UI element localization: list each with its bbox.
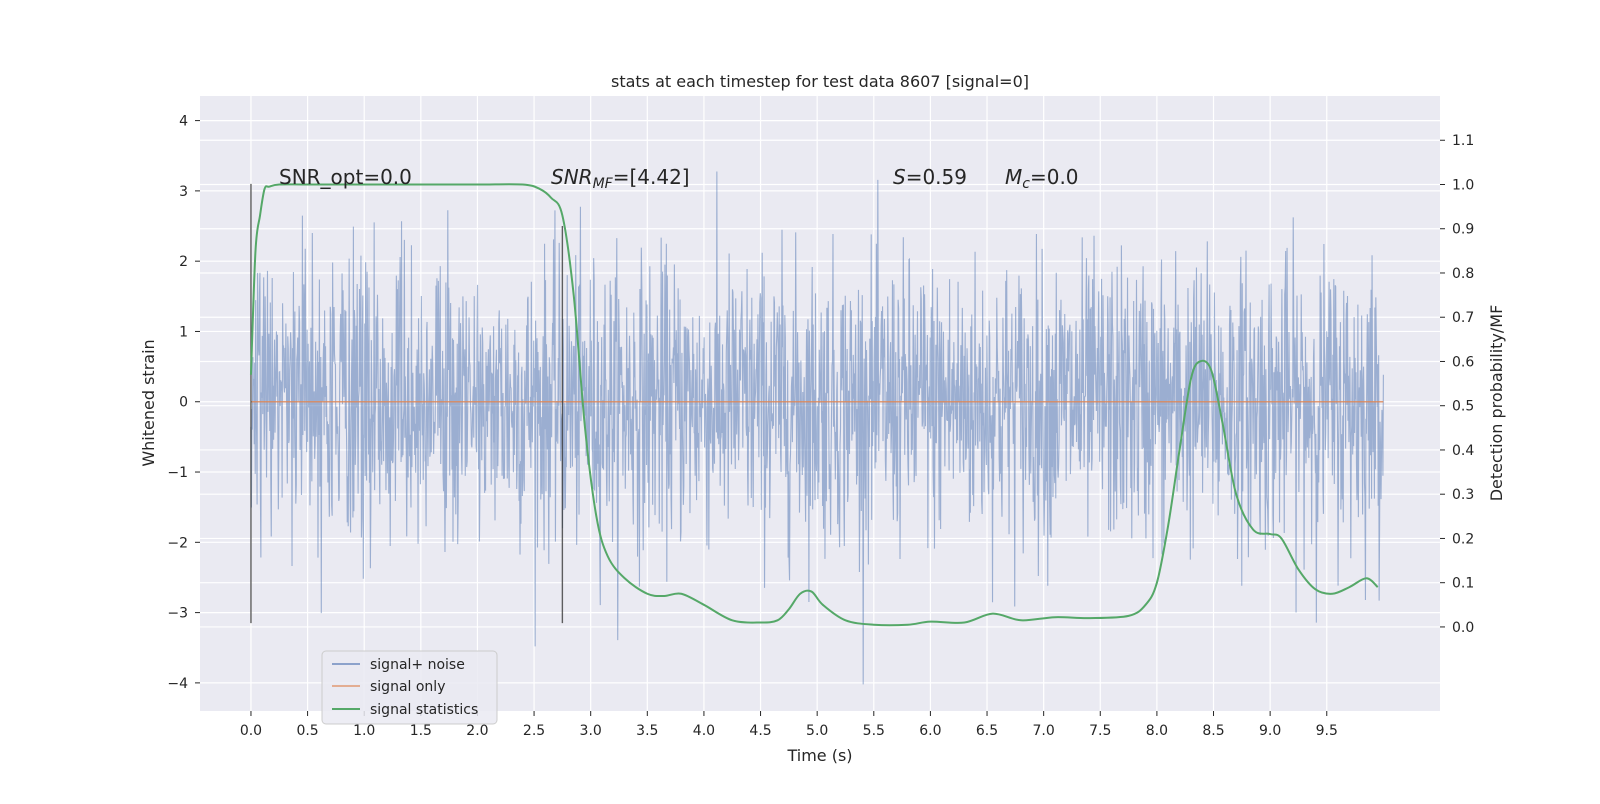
y2-tick-label: 0.3	[1452, 487, 1474, 503]
y-axis-label: Whitened strain	[139, 339, 158, 466]
y2-tick-label: 0.6	[1452, 354, 1474, 370]
y2-axis-ticks: 0.0 0.1 0.2 0.3 0.4 0.5 0.6 0.7 0.8 0.9 1.0 1.1	[1440, 133, 1474, 636]
x-tick-label: 7.0	[1033, 723, 1055, 739]
annotation-s: S=0.59	[893, 165, 967, 189]
x-tick-label: 4.5	[749, 723, 771, 739]
legend: signal+ noise signal only signal statist…	[321, 650, 498, 725]
y2-tick-label: 0.7	[1452, 310, 1474, 326]
signal-statistics-line	[249, 183, 1379, 627]
x-tick-label: 9.0	[1259, 723, 1281, 739]
annotation-snr-mf-value: =[4.42]	[613, 165, 690, 189]
annotation-mc-symbol: M	[1005, 165, 1022, 189]
x-tick-label: 8.5	[1202, 723, 1224, 739]
y-tick-label: 4	[179, 114, 188, 130]
annotation-snr-mf: SNRMF=[4.42]	[551, 165, 690, 192]
y2-tick-label: 0.1	[1452, 576, 1474, 592]
chart-title: stats at each timestep for test data 860…	[611, 72, 1029, 91]
annotation-mc: Mc=0.0	[1005, 165, 1079, 192]
legend-label-signal-statistics: signal statistics	[370, 702, 478, 718]
y-tick-label: −2	[167, 535, 188, 551]
y-axis-ticks: −4 −3 −2 −1 0 1 2 3 4	[167, 114, 200, 692]
annotation-snr-mf-sub: MF	[593, 176, 614, 192]
y2-tick-label: 1.0	[1452, 177, 1474, 193]
annotation-mc-value: =0.0	[1030, 165, 1079, 189]
y2-tick-label: 0.4	[1452, 443, 1474, 459]
y2-tick-label: 0.5	[1452, 399, 1474, 415]
annotation-s-symbol: S	[893, 165, 906, 189]
annotation-s-value: =0.59	[906, 165, 967, 189]
annotation-snr-opt: SNR_opt=0.0	[279, 165, 412, 189]
x-tick-label: 1.0	[353, 723, 375, 739]
legend-label-signal-noise: signal+ noise	[370, 657, 465, 673]
x-tick-label: 5.0	[806, 723, 828, 739]
x-axis-label: Time (s)	[786, 746, 852, 765]
x-tick-label: 0.0	[240, 723, 262, 739]
x-tick-label: 3.0	[580, 723, 602, 739]
y2-tick-label: 0.8	[1452, 266, 1474, 282]
y-tick-label: 3	[179, 184, 188, 200]
x-tick-label: 6.5	[976, 723, 998, 739]
x-axis-ticks: 0.0 0.5 1.0 1.5 2.0 2.5 3.0 3.5 4.0 4.5 5.0 5.5 6.0 6…	[240, 711, 1338, 739]
x-tick-label: 4.0	[693, 723, 715, 739]
y2-axis-label: Detection probability/MF	[1487, 305, 1506, 502]
y2-tick-label: 1.1	[1452, 133, 1474, 149]
x-tick-label: 6.0	[919, 723, 941, 739]
annotation-mc-sub: c	[1022, 176, 1030, 192]
y-tick-label: −1	[167, 465, 188, 481]
x-tick-label: 1.5	[410, 723, 432, 739]
annotation-snr-mf-base: SNR	[551, 165, 593, 189]
x-tick-label: 9.5	[1316, 723, 1338, 739]
x-tick-label: 3.5	[636, 723, 658, 739]
y-tick-label: 1	[179, 324, 188, 340]
x-tick-label: 0.5	[296, 723, 318, 739]
legend-label-signal-only: signal only	[370, 679, 445, 695]
y2-tick-label: 0.9	[1452, 222, 1474, 238]
y-tick-label: 2	[179, 254, 188, 270]
y2-tick-label: 0.2	[1452, 531, 1474, 547]
x-tick-label: 5.5	[863, 723, 885, 739]
y2-tick-label: 0.0	[1452, 620, 1474, 636]
x-tick-label: 2.5	[523, 723, 545, 739]
vertical-lines	[250, 183, 564, 624]
series-signal-statistics	[249, 183, 1379, 627]
x-tick-label: 7.5	[1089, 723, 1111, 739]
plot-area	[200, 96, 1440, 711]
x-tick-label: 2.0	[466, 723, 488, 739]
legend-box	[321, 650, 498, 725]
y-tick-label: −3	[167, 606, 188, 622]
y-tick-label: 0	[179, 395, 188, 411]
x-tick-label: 8.0	[1146, 723, 1168, 739]
y-tick-label: −4	[167, 676, 188, 692]
